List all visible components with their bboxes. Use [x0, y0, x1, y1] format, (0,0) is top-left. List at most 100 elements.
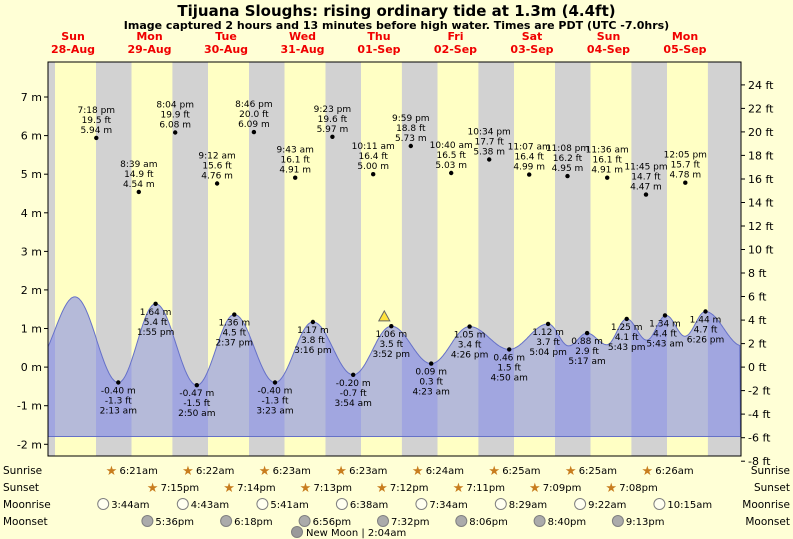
chart-subtitle: Image captured 2 hours and 13 minutes be…	[123, 19, 670, 32]
y-axis-label-ft: 14 ft	[748, 197, 774, 210]
sunset-star-icon: ★	[147, 481, 159, 496]
high-tide-label: 1.25 m	[611, 323, 643, 333]
peak-point-label: 16.1 ft	[280, 156, 310, 166]
almanac-time: 6:38am	[350, 500, 388, 511]
low-tide-label: 3:54 am	[335, 399, 372, 409]
day-label-dow: Tue	[215, 30, 237, 43]
y-axis-label-ft: 18 ft	[748, 149, 774, 162]
moonset-circle-icon	[377, 515, 389, 527]
almanac-row-label-right: Moonset	[745, 516, 790, 528]
peak-point-dot	[371, 172, 376, 177]
y-axis-label-ft: 4 ft	[748, 314, 767, 327]
peak-point-label: 8:39 am	[120, 160, 157, 170]
day-label-date: 01-Sep	[357, 43, 400, 56]
almanac-row-label-left: Sunset	[3, 482, 39, 494]
day-label-date: 03-Sep	[510, 43, 553, 56]
low-tide-label: 0.09 m	[415, 368, 447, 378]
almanac-row-label-left: Moonset	[3, 516, 48, 528]
low-tide-label: -1.5 ft	[183, 399, 210, 409]
y-axis-label-ft: -2 ft	[748, 385, 771, 398]
almanac-time: 6:25am	[579, 466, 617, 477]
y-axis-label-m: 2 m	[21, 284, 42, 297]
almanac-time: 6:23am	[349, 466, 387, 477]
peak-point-label: 5.38 m	[473, 148, 505, 158]
day-label-dow: Sat	[522, 30, 543, 43]
sunset-star-icon: ★	[300, 481, 312, 496]
peak-point-label: 4.91 m	[279, 166, 311, 176]
peak-point-label: 16.2 ft	[553, 154, 583, 164]
sunrise-star-icon: ★	[182, 464, 194, 479]
sunrise-star-icon: ★	[488, 464, 500, 479]
moonrise-circle-icon	[176, 498, 189, 510]
low-tide-label: 4:23 am	[413, 388, 450, 398]
almanac-row-label-left: Sunrise	[3, 465, 42, 477]
plot-border	[47, 61, 742, 457]
almanac-time: 9:13pm	[626, 517, 665, 528]
moonset-circle-icon	[220, 515, 233, 527]
peak-point-label: 7:18 pm	[78, 106, 116, 116]
y-axis-label-ft: 8 ft	[748, 267, 767, 280]
new-moon-circle-icon	[291, 526, 303, 538]
y-axis-label-m: 4 m	[21, 207, 42, 220]
peak-point-label: 5.94 m	[80, 126, 112, 136]
day-label-date: 05-Sep	[663, 43, 706, 56]
peak-point-label: 4.54 m	[123, 180, 155, 190]
day-label-dow: Fri	[447, 30, 463, 43]
low-tide-dot	[194, 383, 199, 388]
peak-point-dot	[605, 175, 610, 180]
y-axis-label-ft: 6 ft	[748, 291, 767, 304]
moonset-circle-icon	[298, 515, 311, 527]
almanac-time: 6:23am	[273, 466, 311, 477]
day-label-dow: Mon	[672, 30, 698, 43]
peak-point-label: 17.7 ft	[474, 138, 504, 148]
sunrise-star-icon: ★	[259, 464, 271, 479]
peak-point-label: 5.00 m	[357, 162, 389, 172]
low-tide-label: 3:23 am	[256, 407, 293, 417]
high-tide-label: 4.7 ft	[694, 326, 718, 336]
day-label-date: 31-Aug	[280, 43, 324, 56]
moonrise-circle-icon	[574, 498, 587, 510]
y-axis-label-ft: -6 ft	[748, 432, 771, 445]
peak-point-label: 19.9 ft	[160, 111, 190, 121]
high-tide-label: 1:55 pm	[137, 328, 175, 338]
y-axis-label-m: 5 m	[21, 168, 42, 181]
day-label-date: 04-Sep	[587, 43, 630, 56]
low-tide-dot	[351, 372, 356, 377]
low-tide-label: -1.3 ft	[262, 397, 289, 407]
moonrise-circle-icon	[415, 498, 428, 510]
high-tide-label: 2.9 ft	[575, 347, 599, 357]
peak-point-label: 11:45 pm	[624, 163, 667, 173]
peak-point-dot	[293, 175, 298, 180]
high-tide-label: 1.05 m	[454, 331, 486, 341]
almanac-time: 8:06pm	[469, 517, 508, 528]
almanac-time: 6:25am	[502, 466, 540, 477]
peak-point-label: 10:40 am	[430, 141, 473, 151]
day-label-dow: Thu	[367, 30, 390, 43]
peak-point-label: 9:59 pm	[392, 114, 430, 124]
peak-point-label: 4.47 m	[630, 183, 662, 193]
moonset-circle-icon	[141, 515, 154, 527]
moonset-circle-icon	[455, 515, 468, 527]
moonrise-circle-icon	[494, 498, 507, 510]
high-tide-label: 1.17 m	[297, 326, 329, 336]
peak-point-label: 16.1 ft	[592, 156, 622, 166]
peak-point-dot	[565, 173, 570, 179]
y-axis-label-m: 6 m	[21, 130, 42, 143]
high-tide-label: 5:43 am	[646, 339, 683, 349]
peak-point-label: 18.8 ft	[396, 124, 426, 134]
almanac-time: 6:21am	[120, 466, 158, 477]
moonrise-circle-icon	[97, 498, 110, 510]
peak-point-label: 4.99 m	[513, 163, 545, 173]
peak-point-label: 4.91 m	[591, 166, 623, 176]
peak-point-label: 5.03 m	[435, 161, 467, 171]
chart-title: Tijuana Sloughs: rising ordinary tide at…	[177, 2, 616, 20]
high-tide-dot	[584, 330, 590, 336]
almanac-time: 6:24am	[426, 466, 464, 477]
sunrise-star-icon: ★	[641, 464, 653, 479]
almanac-time: 7:09pm	[543, 483, 582, 494]
peak-point-dot	[214, 181, 220, 186]
high-tide-dot	[467, 324, 472, 329]
almanac-time: 7:15pm	[161, 483, 200, 494]
